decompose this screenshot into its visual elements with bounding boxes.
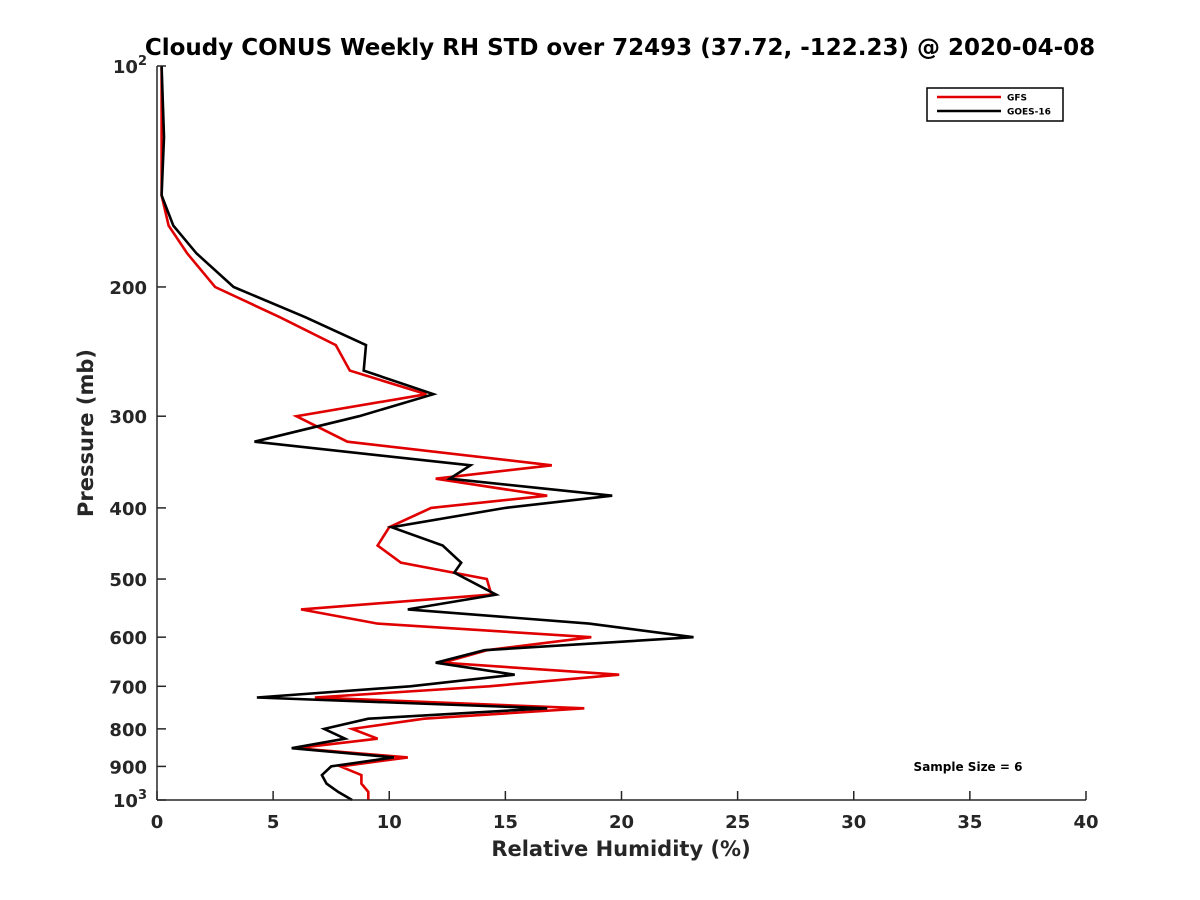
y-tick-label: 200 [109,278,147,299]
x-axis-ticks: 0 5 10 15 20 25 30 35 40 [151,791,1099,833]
legend-label-goes-16: GOES-16 [1007,108,1051,118]
y-tick-label: 700 [109,677,147,698]
x-tick-label: 25 [725,812,750,833]
y-tick-label: 900 [109,757,147,778]
legend: GFS GOES-16 [926,87,1064,122]
y-tick-label: 300 [109,407,147,428]
series-line-gfs [160,66,620,800]
y-tick-label: 800 [109,720,147,741]
x-tick-label: 10 [377,812,402,833]
y-tick-label: 103 [113,788,147,812]
x-tick-label: 20 [609,812,634,833]
axes [156,66,1086,801]
y-tick-label: 102 [113,54,147,78]
legend-label-gfs: GFS [1007,94,1027,104]
series-line-goes-16 [160,65,694,802]
x-tick-label: 40 [1073,812,1098,833]
y-tick-label: 600 [109,628,147,649]
x-tick-label: 0 [151,812,164,833]
y-axis-ticks: 102 200 300 400 500 600 700 800 900 103 [109,54,166,812]
sample-size-annotation: Sample Size = 6 [914,760,1023,774]
y-tick-label: 400 [109,499,147,520]
x-axis-label: Relative Humidity (%) [491,837,750,861]
plot-lines [160,65,694,802]
x-tick-label: 15 [493,812,518,833]
x-tick-label: 5 [267,812,280,833]
legend-box [926,87,1064,122]
y-tick-label: 500 [109,570,147,591]
x-tick-label: 35 [957,812,982,833]
y-axis-label: Pressure (mb) [74,349,98,517]
chart-title: Cloudy CONUS Weekly RH STD over 72493 (3… [145,35,1095,61]
x-tick-label: 30 [841,812,866,833]
